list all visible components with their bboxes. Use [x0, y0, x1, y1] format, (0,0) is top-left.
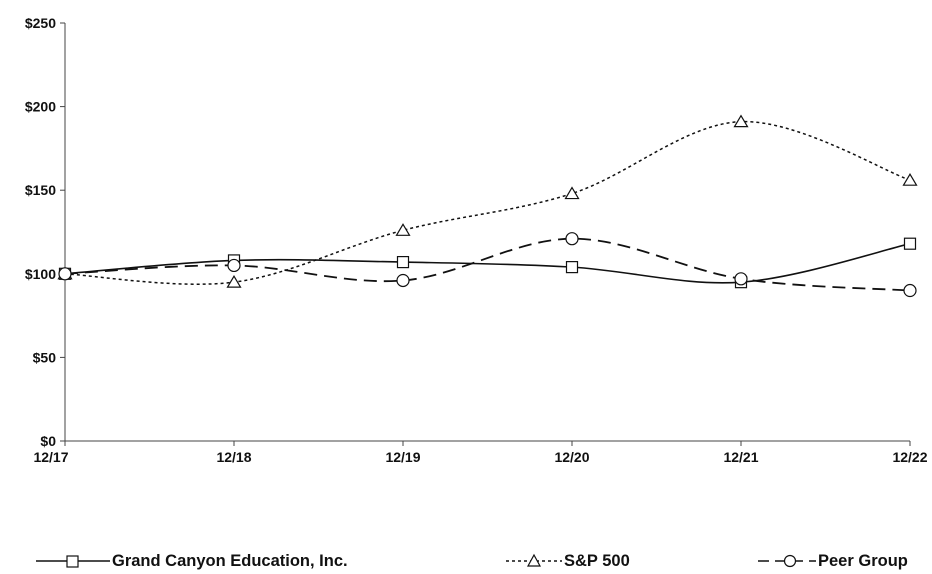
data-point-circle: [565, 232, 579, 246]
y-tick-label: $0: [40, 433, 56, 449]
y-tick-label: $200: [25, 99, 56, 115]
y-tick-label: $250: [25, 15, 56, 31]
series-line-circle: [64, 237, 911, 292]
data-point-triangle: [395, 223, 411, 236]
legend-item-sp500: S&P 500: [506, 548, 630, 574]
data-point-circle: [396, 273, 410, 288]
data-point-square: [565, 261, 579, 274]
data-point-triangle: [564, 186, 580, 200]
y-tick-label: $150: [25, 182, 56, 198]
legend-swatch-triangle-marker-icon: [506, 553, 562, 567]
data-point-square: [396, 255, 410, 269]
legend-swatch-circle-marker-icon: [758, 554, 816, 568]
x-tick-label: 12/19: [385, 449, 420, 465]
y-tick-label: $100: [25, 266, 56, 282]
data-point-triangle: [226, 274, 242, 288]
data-point-circle: [58, 267, 72, 281]
data-point-triangle: [733, 114, 749, 128]
legend-swatch-square-marker-icon: [36, 555, 110, 568]
data-point-circle: [903, 283, 917, 298]
y-tick-label: $50: [33, 349, 57, 365]
series-line-square: [64, 242, 911, 284]
y-axis: $0 $50 $100 $150 $200 $250: [25, 15, 66, 449]
legend-item-peer-group: Peer Group: [758, 548, 908, 574]
data-point-triangle: [902, 172, 918, 186]
x-axis: 12/17 12/18 12/19 12/20 12/21 12/22: [33, 440, 928, 465]
legend: Grand Canyon Education, Inc. S&P 500 Pee…: [0, 548, 932, 574]
x-tick-label: 12/17: [33, 449, 68, 465]
series-layer: [57, 114, 918, 298]
legend-label: Grand Canyon Education, Inc.: [112, 551, 348, 570]
legend-label: S&P 500: [564, 551, 630, 570]
x-tick-label: 12/21: [723, 449, 758, 465]
x-tick-label: 12/22: [892, 449, 927, 465]
legend-item-grand-canyon: Grand Canyon Education, Inc.: [36, 548, 348, 574]
legend-label: Peer Group: [818, 551, 908, 570]
data-point-circle: [734, 272, 748, 286]
x-tick-label: 12/20: [554, 449, 589, 465]
series-line-triangle: [64, 120, 911, 285]
data-point-circle: [227, 258, 241, 273]
x-tick-label: 12/18: [216, 449, 251, 465]
data-point-square: [903, 237, 917, 250]
